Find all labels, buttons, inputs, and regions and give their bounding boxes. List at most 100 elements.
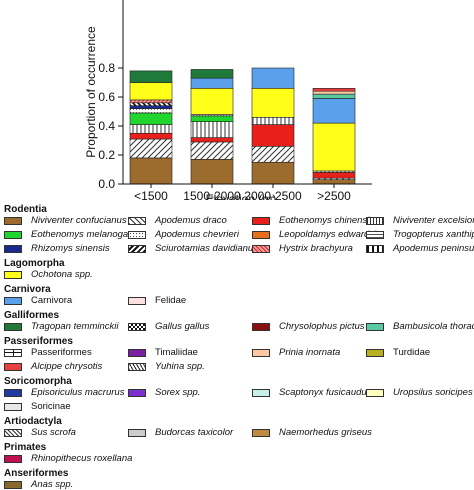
legend-group-title: Passeriformes xyxy=(4,336,73,347)
legend-group-title: Galliformes xyxy=(4,310,60,321)
legend-label: Sorex spp. xyxy=(155,387,201,398)
legend-swatch xyxy=(4,402,22,411)
bar-segment-<1500-8 xyxy=(129,99,173,104)
legend-item: Soricinae xyxy=(4,401,71,412)
legend-swatch xyxy=(366,322,384,331)
legend-label: Apodemus draco xyxy=(155,215,227,226)
x-tick-label: >2500 xyxy=(317,189,351,200)
legend-swatch xyxy=(4,348,22,357)
legend-swatch xyxy=(4,388,22,397)
legend-label: Gallus gallus xyxy=(155,321,210,332)
legend-swatch xyxy=(4,454,22,463)
legend-item: Uropsilus soricipes xyxy=(366,387,473,398)
legend-swatch xyxy=(252,428,270,437)
legend-swatch xyxy=(128,348,146,357)
bar-segment->2500-13 xyxy=(312,90,356,95)
legend-label: Turdidae xyxy=(393,347,431,358)
legend-swatch xyxy=(366,230,384,239)
legend-swatch xyxy=(252,348,270,357)
legend-swatch xyxy=(366,348,384,357)
bar-segment-2000-2500-10 xyxy=(251,67,295,89)
legend-item: Eothenomys melanogaster xyxy=(4,229,144,240)
legend-swatch xyxy=(252,216,270,225)
y-axis-ticks: 0.0 0.2 0.4 0.6 0.8 xyxy=(98,61,123,191)
legend-swatch xyxy=(366,388,384,397)
legend-item: Apodemus draco xyxy=(128,215,227,226)
legend-swatch xyxy=(252,388,270,397)
legend-label: Sciurotamias davidianus xyxy=(155,243,258,254)
x-tick-label: 2000-2500 xyxy=(244,189,302,200)
legend-group-title: Artiodactyla xyxy=(4,416,62,427)
y-axis-title: Proportion of occurrence xyxy=(84,26,98,158)
legend-item: Scaptonyx fusicaudus xyxy=(252,387,371,398)
bar-segment-2000-2500-3 xyxy=(251,117,295,125)
y-tick-label: 0.2 xyxy=(98,148,115,162)
legend-item: Apodemus chevrieri xyxy=(128,229,239,240)
legend-swatch xyxy=(128,362,146,371)
legend-group-title: Lagomorpha xyxy=(4,258,65,269)
y-tick-label: 0.8 xyxy=(98,61,115,75)
legend-swatch xyxy=(4,362,22,371)
legend-label: Soricinae xyxy=(31,401,71,412)
legend-swatch xyxy=(4,322,22,331)
legend-item: Hystrix brachyura xyxy=(252,243,353,254)
bar-segment->2500-12 xyxy=(312,93,356,99)
stacked-bar-chart: 0.0 0.2 0.4 0.6 0.8 <1500 1500-2000 2000-2500 >… xyxy=(0,0,474,200)
legend-label: Timaliidae xyxy=(155,347,198,358)
bar-segment-2000-2500-9 xyxy=(251,88,295,118)
legend-swatch xyxy=(4,296,22,305)
bar-segment-<1500-6 xyxy=(129,105,173,109)
legend-swatch xyxy=(4,428,22,437)
bar-segment-<1500-4 xyxy=(129,112,173,125)
legend-label: Felidae xyxy=(155,295,187,306)
legend-label: Apodemus peninsulae xyxy=(393,243,474,254)
legend-item: Yuhina spp. xyxy=(128,361,205,372)
bar-segment-<1500-5 xyxy=(129,108,173,114)
legend-item: Bambusicola thoracicus xyxy=(366,321,474,332)
bar-segment-<1500-0 xyxy=(129,157,173,185)
legend-swatch xyxy=(366,244,384,253)
legend-item: Episoriculus macrurus xyxy=(4,387,124,398)
legend-item: Prinia inornata xyxy=(252,347,340,358)
legend-item: Sciurotamias davidianus xyxy=(128,243,258,254)
legend-group-title: Carnivora xyxy=(4,284,51,295)
legend-label: Uropsilus soricipes xyxy=(393,387,473,398)
legend-label: Apodemus chevrieri xyxy=(155,229,239,240)
bar-segment-1500-2000-9 xyxy=(190,88,234,115)
legend-item: Budorcas taxicolor xyxy=(128,427,233,438)
legend-label: Sus scrofa xyxy=(31,427,76,438)
legend-item: Gallus gallus xyxy=(128,321,209,332)
legend-label: Scaptonyx fusicaudus xyxy=(279,387,372,398)
legend-item: Turdidae xyxy=(366,347,430,358)
bar-segment-<1500-9 xyxy=(129,82,173,101)
legend-item: Apodemus peninsulae xyxy=(366,243,474,254)
legend-item: Tragopan temminckii xyxy=(4,321,118,332)
legend-swatch xyxy=(4,480,22,489)
legend-item: Leopoldamys edwardsi xyxy=(252,229,376,240)
legend: Rodentia Niviventer confucianus Apodemus d… xyxy=(0,204,474,490)
legend-item: Naemorhedus griseus xyxy=(252,427,372,438)
legend-item: Ochotona spp. xyxy=(4,269,93,280)
legend-item: Sus scrofa xyxy=(4,427,76,438)
legend-label: Trogopterus xanthipes xyxy=(393,229,474,240)
bar-segment-<1500-7 xyxy=(129,102,173,107)
legend-item: Rhinopithecus roxellana xyxy=(4,453,132,464)
legend-item: Alcippe chrysotis xyxy=(4,361,102,372)
legend-label: Tragopan temminckii xyxy=(31,321,119,332)
y-tick-label: 0.6 xyxy=(98,90,115,104)
bar-segment-<1500-3 xyxy=(129,124,173,134)
legend-label: Episoriculus macrurus xyxy=(31,387,125,398)
chart-svg: 0.0 0.2 0.4 0.6 0.8 <1500 1500-2000 2000-2500 >… xyxy=(84,0,372,200)
bar-segment->2500-10 xyxy=(312,98,356,124)
legend-swatch xyxy=(4,230,22,239)
bar-segment-1500-2000-10 xyxy=(190,77,234,89)
legend-label: Prinia inornata xyxy=(279,347,341,358)
legend-label: Naemorhedus griseus xyxy=(279,427,372,438)
legend-label: Niviventer excelsior xyxy=(393,215,474,226)
legend-item: Rhizomys sinensis xyxy=(4,243,110,254)
legend-swatch xyxy=(4,216,22,225)
bar-segment-2000-2500-1 xyxy=(251,146,295,163)
legend-swatch xyxy=(128,244,146,253)
legend-label: Rhizomys sinensis xyxy=(31,243,110,254)
bar-segment-2000-2500-0 xyxy=(251,161,295,185)
